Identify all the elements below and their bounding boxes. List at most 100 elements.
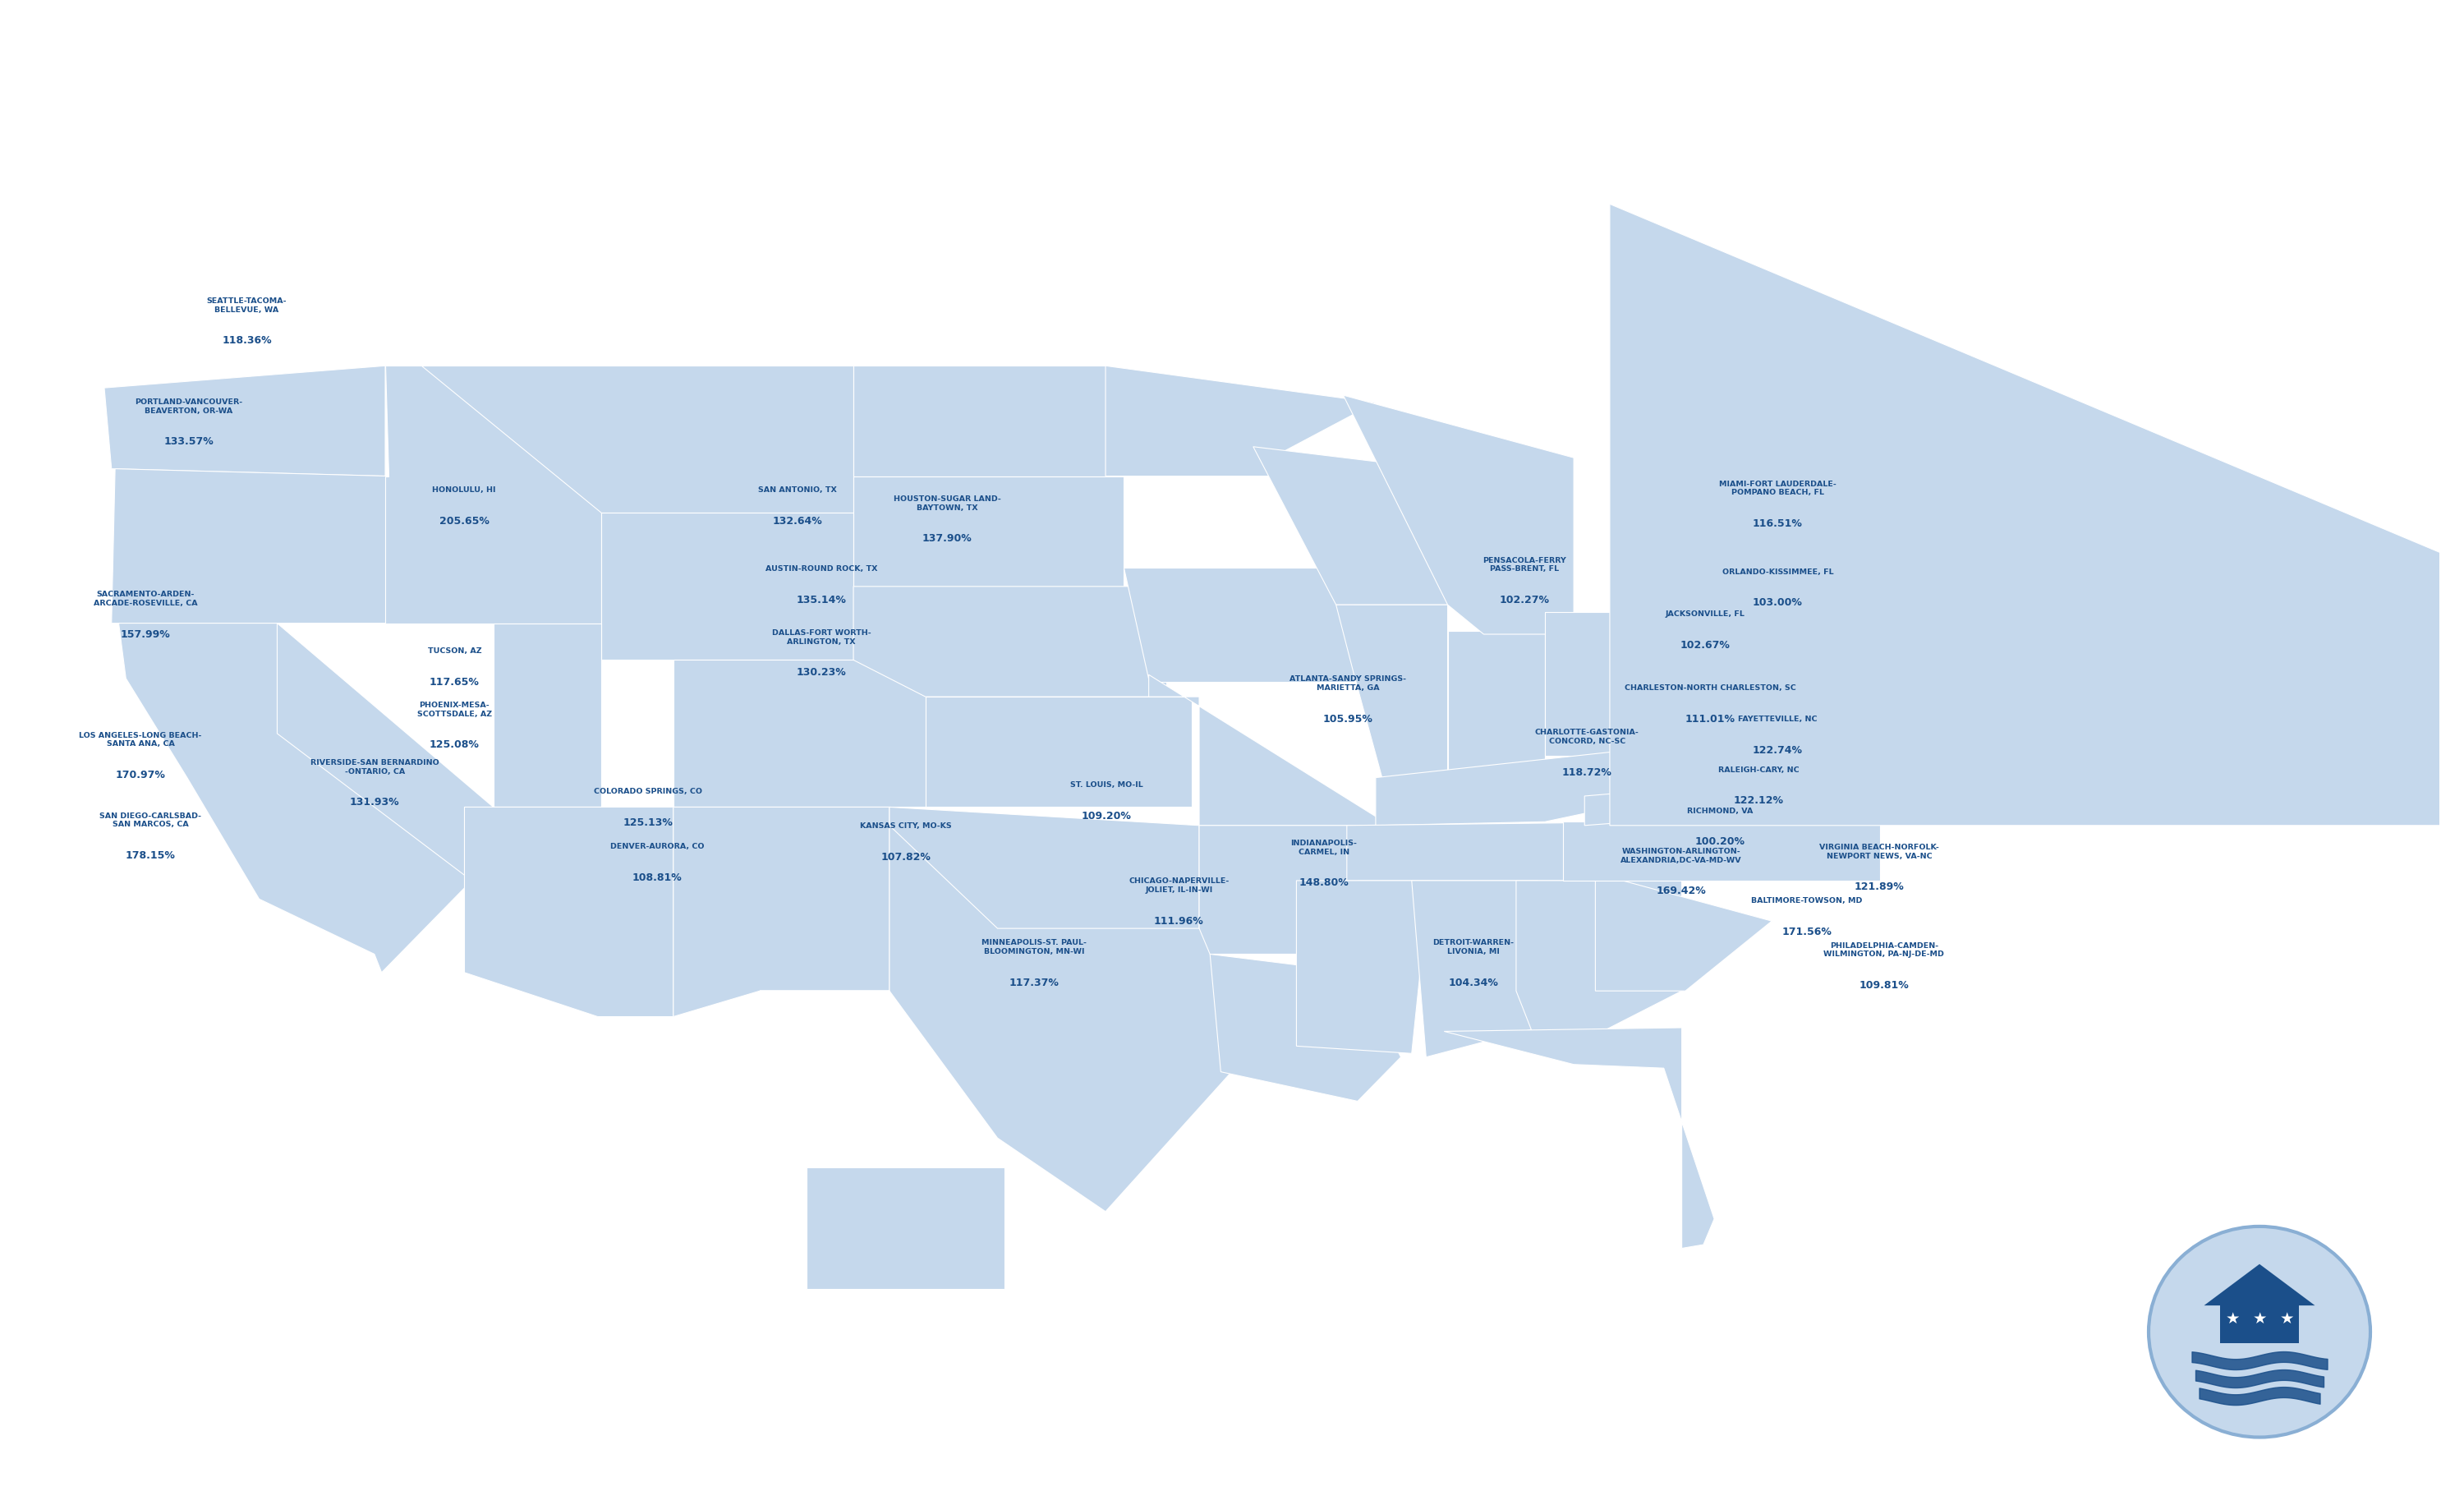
Polygon shape: [1449, 631, 1545, 771]
Polygon shape: [1148, 676, 1390, 826]
Text: 103.00%: 103.00%: [1752, 597, 1804, 608]
Polygon shape: [463, 807, 673, 1017]
Text: 117.65%: 117.65%: [429, 676, 480, 688]
Text: PHOENIX-MESA-
SCOTTSDALE, AZ: PHOENIX-MESA- SCOTTSDALE, AZ: [416, 701, 493, 718]
Text: ★: ★: [2225, 1311, 2240, 1326]
Text: RICHMOND, VA: RICHMOND, VA: [1688, 807, 1752, 814]
Polygon shape: [1875, 646, 1937, 715]
Text: CHARLOTTE-GASTONIA-
CONCORD, NC-SC: CHARLOTTE-GASTONIA- CONCORD, NC-SC: [1535, 728, 1639, 745]
Text: HONOLULU, HI: HONOLULU, HI: [431, 486, 495, 494]
Polygon shape: [1106, 366, 1375, 477]
Polygon shape: [1700, 513, 2011, 709]
Text: 108.81%: 108.81%: [633, 871, 683, 882]
Text: 133.57%: 133.57%: [165, 436, 214, 447]
Text: 125.08%: 125.08%: [429, 739, 480, 749]
Polygon shape: [1200, 826, 1358, 954]
Polygon shape: [1988, 503, 2053, 584]
Text: 131.93%: 131.93%: [350, 796, 399, 807]
Text: ST. LOUIS, MO-IL: ST. LOUIS, MO-IL: [1069, 781, 1143, 789]
Text: TUCSON, AZ: TUCSON, AZ: [429, 647, 480, 655]
Polygon shape: [111, 470, 389, 623]
Text: 118.36%: 118.36%: [222, 336, 271, 346]
Text: 107.82%: 107.82%: [882, 852, 931, 862]
Polygon shape: [1956, 513, 2023, 569]
Polygon shape: [601, 513, 853, 661]
Polygon shape: [1545, 613, 1700, 756]
Text: ★: ★: [2252, 1311, 2267, 1326]
Polygon shape: [384, 366, 601, 623]
Text: 118.72%: 118.72%: [1562, 766, 1611, 777]
Text: 111.96%: 111.96%: [1153, 915, 1205, 926]
Text: ATLANTA-SANDY SPRINGS-
MARIETTA, GA: ATLANTA-SANDY SPRINGS- MARIETTA, GA: [1289, 676, 1407, 691]
Text: VIRGINIA BEACH-NORFOLK-
NEWPORT NEWS, VA-NC: VIRGINIA BEACH-NORFOLK- NEWPORT NEWS, VA…: [1818, 843, 1939, 859]
Text: RIVERSIDE-SAN BERNARDINO
-ONTARIO, CA: RIVERSIDE-SAN BERNARDINO -ONTARIO, CA: [310, 759, 439, 775]
Text: 122.74%: 122.74%: [1752, 745, 1804, 756]
Text: 171.56%: 171.56%: [1781, 926, 1831, 938]
Text: 117.37%: 117.37%: [1008, 977, 1060, 987]
Text: 121.89%: 121.89%: [1855, 880, 1905, 892]
Polygon shape: [853, 477, 1124, 587]
Polygon shape: [759, 807, 1232, 1212]
Text: PENSACOLA-FERRY
PASS-BRENT, FL: PENSACOLA-FERRY PASS-BRENT, FL: [1483, 557, 1567, 572]
Text: 130.23%: 130.23%: [796, 667, 848, 677]
Polygon shape: [1444, 1028, 1715, 1249]
Text: ★: ★: [2279, 1311, 2294, 1326]
Text: HOUSTON-SUGAR LAND-
BAYTOWN, TX: HOUSTON-SUGAR LAND- BAYTOWN, TX: [894, 495, 1000, 512]
Polygon shape: [1124, 569, 1355, 682]
Polygon shape: [118, 623, 471, 972]
Text: JACKSONVILLE, FL: JACKSONVILLE, FL: [1666, 611, 1745, 617]
Polygon shape: [1210, 954, 1402, 1102]
Polygon shape: [493, 623, 601, 807]
Text: 102.27%: 102.27%: [1498, 594, 1550, 605]
Text: 170.97%: 170.97%: [116, 769, 165, 780]
Text: SACRAMENTO-ARDEN-
ARCADE-ROSEVILLE, CA: SACRAMENTO-ARDEN- ARCADE-ROSEVILLE, CA: [94, 590, 197, 607]
Text: 109.20%: 109.20%: [1082, 810, 1131, 820]
Text: WASHINGTON-ARLINGTON-
ALEXANDRIA,DC-VA-MD-WV: WASHINGTON-ARLINGTON- ALEXANDRIA,DC-VA-M…: [1621, 847, 1742, 864]
Text: RALEIGH-CARY, NC: RALEIGH-CARY, NC: [1717, 766, 1799, 774]
Polygon shape: [1348, 822, 1661, 880]
Polygon shape: [1296, 880, 1429, 1054]
Polygon shape: [1609, 205, 2464, 826]
Polygon shape: [1515, 880, 1683, 1046]
Text: BALTIMORE-TOWSON, MD: BALTIMORE-TOWSON, MD: [1752, 897, 1863, 905]
Ellipse shape: [2149, 1227, 2370, 1437]
Polygon shape: [276, 623, 493, 880]
Text: AUSTIN-ROUND ROCK, TX: AUSTIN-ROUND ROCK, TX: [766, 566, 877, 572]
Text: 100.20%: 100.20%: [1695, 837, 1745, 847]
Polygon shape: [1700, 613, 1910, 697]
Polygon shape: [2038, 421, 2190, 584]
Text: SAN ANTONIO, TX: SAN ANTONIO, TX: [759, 486, 838, 494]
Text: CHARLESTON-NORTH CHARLESTON, SC: CHARLESTON-NORTH CHARLESTON, SC: [1624, 683, 1796, 691]
Text: FAYETTEVILLE, NC: FAYETTEVILLE, NC: [1737, 715, 1818, 722]
Text: SEATTLE-TACOMA-
BELLEVUE, WA: SEATTLE-TACOMA- BELLEVUE, WA: [207, 296, 286, 313]
Polygon shape: [673, 661, 926, 807]
Polygon shape: [1584, 771, 1890, 826]
Polygon shape: [1343, 396, 1574, 635]
Polygon shape: [1412, 880, 1538, 1058]
Text: 122.12%: 122.12%: [1732, 795, 1784, 805]
Polygon shape: [890, 807, 1200, 929]
Text: 102.67%: 102.67%: [1680, 640, 1730, 650]
Text: MIAMI-FORT LAUDERDALE-
POMPANO BEACH, FL: MIAMI-FORT LAUDERDALE- POMPANO BEACH, FL: [1720, 480, 1836, 497]
Polygon shape: [926, 697, 1193, 807]
Text: PORTLAND-VANCOUVER-
BEAVERTON, OR-WA: PORTLAND-VANCOUVER- BEAVERTON, OR-WA: [136, 399, 241, 414]
Polygon shape: [2220, 1305, 2299, 1342]
Text: 109.81%: 109.81%: [1858, 980, 1910, 990]
Text: 157.99%: 157.99%: [121, 629, 170, 640]
Text: 125.13%: 125.13%: [623, 817, 673, 828]
Polygon shape: [1624, 676, 1801, 801]
Text: INDIANAPOLIS-
CARMEL, IN: INDIANAPOLIS- CARMEL, IN: [1291, 838, 1358, 855]
Text: LOS ANGELES-LONG BEACH-
SANTA ANA, CA: LOS ANGELES-LONG BEACH- SANTA ANA, CA: [79, 731, 202, 748]
Polygon shape: [2011, 628, 2038, 649]
Polygon shape: [103, 366, 384, 477]
Polygon shape: [1375, 748, 1648, 826]
Text: KANSAS CITY, MO-KS: KANSAS CITY, MO-KS: [860, 822, 951, 829]
Text: PHILADELPHIA-CAMDEN-
WILMINGTON, PA-NJ-DE-MD: PHILADELPHIA-CAMDEN- WILMINGTON, PA-NJ-D…: [1823, 941, 1944, 957]
Polygon shape: [1944, 623, 2013, 661]
Text: SAN DIEGO-CARLSBAD-
SAN MARCOS, CA: SAN DIEGO-CARLSBAD- SAN MARCOS, CA: [99, 811, 202, 828]
Polygon shape: [1335, 605, 1449, 807]
Text: DALLAS-FORT WORTH-
ARLINGTON, TX: DALLAS-FORT WORTH- ARLINGTON, TX: [771, 629, 872, 646]
Text: MINNEAPOLIS-ST. PAUL-
BLOOMINGTON, MN-WI: MINNEAPOLIS-ST. PAUL- BLOOMINGTON, MN-WI: [981, 939, 1087, 954]
Text: 105.95%: 105.95%: [1323, 713, 1372, 724]
Text: 132.64%: 132.64%: [771, 515, 823, 525]
